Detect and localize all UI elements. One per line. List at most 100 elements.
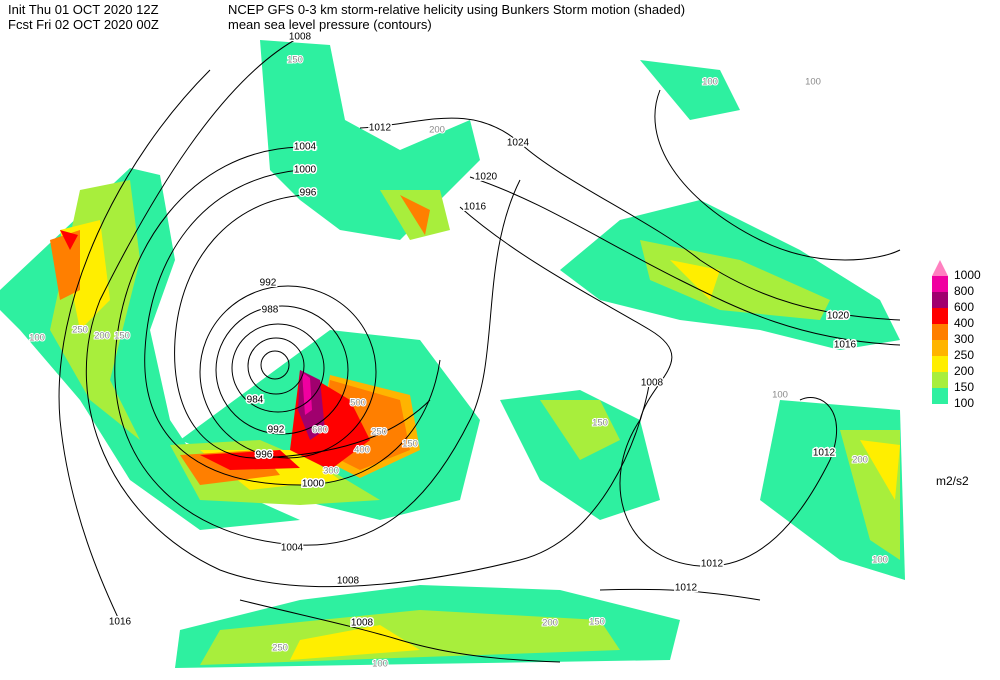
legend: 1000 800 600 400 300 250 200 150 100 — [932, 260, 981, 410]
helicity-label: 100 — [772, 390, 788, 401]
helicity-label: 100 — [872, 555, 888, 566]
isobar-label: 1024 — [507, 138, 530, 149]
isobar-label: 1008 — [351, 618, 374, 629]
legend-label: 100 — [954, 396, 974, 410]
title: NCEP GFS 0-3 km storm-relative helicity … — [228, 2, 685, 17]
isobar-label: 1008 — [641, 378, 664, 389]
helicity-label: 200 — [94, 331, 110, 342]
helicity-label: 100 — [372, 659, 388, 670]
helicity-area — [400, 195, 430, 235]
isobar-label: 1000 — [294, 165, 317, 176]
isobar-label: 996 — [300, 188, 317, 199]
legend-swatch — [932, 324, 948, 340]
helicity-label: 250 — [272, 643, 288, 654]
helicity-area — [50, 230, 80, 300]
helicity-label: 250 — [371, 427, 387, 438]
isobar — [459, 206, 837, 567]
isobar — [174, 194, 431, 459]
helicity-label: 600 — [312, 425, 328, 436]
isobar — [469, 176, 901, 346]
isobar — [231, 323, 325, 413]
isobar-label: 988 — [262, 305, 279, 316]
isobar — [359, 117, 901, 321]
isobar — [144, 169, 441, 486]
isobar-label: 1012 — [701, 559, 724, 570]
helicity-shading — [0, 40, 905, 668]
isobar-label: 984 — [247, 395, 264, 406]
legend-label: 400 — [954, 316, 974, 330]
legend-swatch — [932, 356, 948, 372]
helicity-label: 150 — [402, 439, 418, 450]
helicity-label: 400 — [354, 445, 370, 456]
helicity-area — [260, 40, 480, 240]
isobar — [260, 350, 290, 380]
helicity-area — [60, 230, 78, 250]
legend-label: 1000 — [954, 268, 981, 282]
legend-swatch — [932, 340, 948, 356]
helicity-area — [670, 260, 720, 300]
isobar-label: 1004 — [294, 142, 317, 153]
isobar-label: 1016 — [464, 202, 487, 213]
helicity-label: 150 — [589, 617, 605, 628]
helicity-label: 200 — [542, 618, 558, 629]
legend-unit: m2/s2 — [936, 474, 969, 488]
isobar-label: 1020 — [827, 311, 850, 322]
helicity-label: 150 — [114, 331, 130, 342]
isobar-label: 1012 — [813, 448, 836, 459]
forecast-time: Fcst Fri 02 OCT 2020 00Z — [8, 17, 159, 32]
isobar — [215, 305, 349, 435]
helicity-area — [290, 625, 420, 660]
isobar-label: 1012 — [675, 583, 698, 594]
legend-label: 300 — [954, 332, 974, 346]
helicity-label: 500 — [350, 398, 366, 409]
isobar-label: 996 — [256, 450, 273, 461]
helicity-label: 250 — [72, 325, 88, 336]
legend-label: 200 — [954, 364, 974, 378]
legend-label: 250 — [954, 348, 974, 362]
legend-triangle — [932, 260, 948, 276]
legend-label: 600 — [954, 300, 974, 314]
legend-swatch — [932, 308, 948, 324]
legend-swatch — [932, 388, 948, 404]
isobar — [599, 588, 761, 601]
isobar-label: 1000 — [302, 479, 325, 490]
legend-swatch — [932, 292, 948, 308]
init-time: Init Thu 01 OCT 2020 12Z — [8, 2, 159, 17]
helicity-label: 150 — [287, 55, 303, 66]
helicity-area — [860, 440, 900, 500]
isobar-label: 992 — [268, 425, 285, 436]
legend-swatch — [932, 276, 948, 292]
legend-label: 800 — [954, 284, 974, 298]
isobar-label: 1012 — [369, 123, 392, 134]
legend-swatch — [932, 372, 948, 388]
isobar — [199, 285, 377, 459]
isobar-label: 1004 — [281, 543, 304, 554]
helicity-label: 100 — [702, 77, 718, 88]
helicity-area — [640, 60, 740, 120]
isobar — [239, 599, 561, 663]
isobar — [85, 36, 651, 588]
isobar-label: 1016 — [109, 617, 132, 628]
pressure-contours — [58, 36, 901, 663]
isobar — [114, 146, 521, 546]
isobar-label: 1020 — [475, 172, 498, 183]
isobar — [58, 69, 211, 623]
isobar-label: 1008 — [289, 32, 312, 43]
isobar-label: 1008 — [337, 576, 360, 587]
helicity-area — [540, 400, 620, 460]
helicity-label: 100 — [29, 333, 45, 344]
isobar — [654, 89, 901, 261]
helicity-label: 150 — [592, 418, 608, 429]
helicity-label: 100 — [805, 77, 821, 88]
legend-label: 150 — [954, 380, 974, 394]
subtitle: mean sea level pressure (contours) — [228, 17, 432, 32]
helicity-area — [200, 450, 300, 470]
isobar — [247, 337, 305, 395]
isobar-label: 1016 — [834, 340, 857, 351]
helicity-label: 300 — [323, 466, 339, 477]
helicity-label: 200 — [429, 125, 445, 136]
map-labels: 1008 1012 1004 1000 996 992 988 984 992 996 1000 10… — [28, 30, 889, 670]
helicity-label: 200 — [852, 455, 868, 466]
isobar-label: 992 — [260, 278, 277, 289]
